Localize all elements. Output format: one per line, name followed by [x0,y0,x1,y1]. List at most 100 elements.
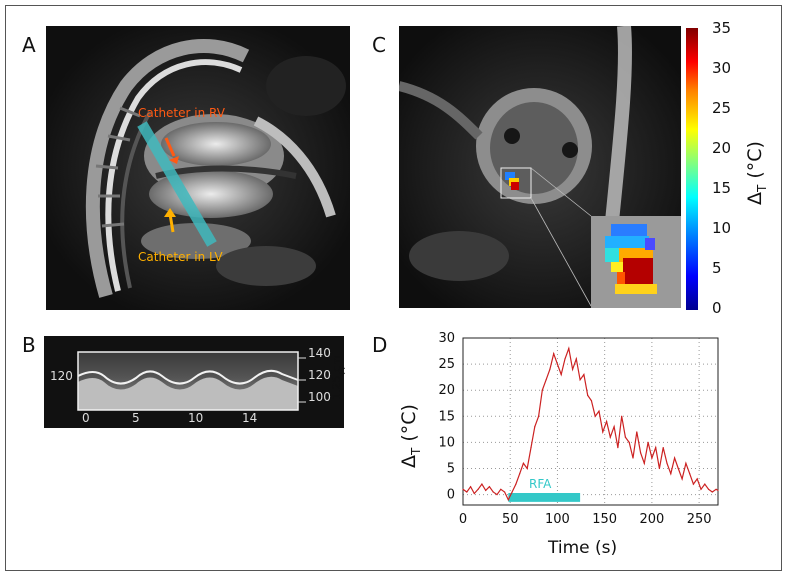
data-point [473,492,475,495]
y-tick-label: 20 [438,383,455,398]
colorbar-axis-label: ΔT (°C) [744,141,769,205]
colorbar-tick-10: 10 [712,219,732,237]
temperature-chart: 0 50 100 150 200 250 0 5 10 15 20 25 30 RFA [438,331,719,527]
data-point [689,473,691,475]
data-point [605,420,608,423]
panel-c-thermometry-image [399,26,681,308]
data-point [685,462,687,464]
data-point [462,488,464,490]
y-tick-label: 5 [447,461,455,476]
data-point [704,483,706,485]
data-point [503,491,506,493]
data-point [602,431,604,433]
chart-ylabel-delta: Δ [398,455,420,468]
colorbar-tick-35: 35 [712,19,732,37]
mmode-right-tick-100: 100 [308,390,331,404]
data-point [692,483,695,485]
scale-arrow-icon: ↕ [336,364,348,380]
data-point [466,491,468,493]
panel-b-mmode-image [44,336,344,428]
series-line [462,346,719,502]
catheter-rv-annotation: Catheter in RV [138,106,225,120]
mmode-right-tick-120: 120 [308,368,331,382]
mmode-left-value: 120 [50,369,73,383]
data-point [583,373,585,376]
colorbar-tick-20: 20 [712,139,732,157]
data-point [492,491,494,493]
colorbar-tick-25: 25 [712,99,732,117]
data-point [670,473,672,475]
data-point [662,446,664,449]
x-tick-label: 0 [459,512,467,527]
y-tick-label: 25 [438,357,455,372]
colorbar-tick-15: 15 [712,179,732,197]
x-tick-label: 250 [687,512,712,527]
data-point [711,491,713,493]
rfa-label: RFA [529,477,552,491]
y-tick-label: 30 [438,331,455,346]
data-point [700,488,702,490]
mmode-tick-0: 0 [82,411,90,425]
x-tick-label: 100 [545,512,570,527]
chart-xlabel: Time (s) [548,538,618,558]
data-point [647,441,649,443]
x-tick-label: 150 [592,512,617,527]
data-point [621,415,623,417]
plot-frame [462,337,719,506]
data-point [658,467,661,470]
data-point [632,457,634,459]
panel-c-label: C [372,33,386,57]
data-point [519,473,521,475]
data-point [673,457,676,459]
data-point [481,483,483,485]
data-point [553,353,555,355]
mmode-tick-14: 14 [242,411,258,425]
mmode-tick-5: 5 [132,411,140,425]
data-point [537,415,540,417]
data-point [522,462,525,464]
data-point [617,446,619,449]
mmode-right-tick-140: 140 [308,346,331,360]
figure-frame [5,5,782,571]
data-point [485,489,487,491]
data-point [560,373,562,376]
data-point [496,493,498,496]
rfa-bar [508,492,581,502]
data-point [594,415,596,417]
data-point [530,446,532,449]
data-point [564,358,566,360]
x-tick-label: 50 [502,512,519,527]
panel-d-label: D [372,333,388,357]
data-point [677,467,679,470]
data-point [613,426,615,428]
data-point [609,436,611,438]
data-point [549,368,551,370]
data-point [681,478,683,480]
data-point [717,489,719,491]
colorbar-tick-0: 0 [712,299,722,317]
data-point [628,441,630,443]
colorbar-label-unit: (°C) [744,141,766,185]
y-tick-label: 15 [438,409,455,424]
data-point [477,488,479,490]
scale-label: 1.25 cm [330,355,343,400]
data-point [624,436,627,438]
colorbar-tick-5: 5 [712,259,722,277]
data-point [526,467,528,470]
panel-b-label: B [22,333,36,357]
data-point [639,452,642,454]
panel-a-label: A [22,33,36,57]
data-point [507,499,509,501]
catheter-lv-annotation: Catheter in LV [138,250,223,264]
colorbar [686,28,698,310]
colorbar-label-delta: Δ [744,192,766,205]
y-tick-label: 10 [438,435,455,450]
data-point [598,410,600,412]
data-point [590,400,593,402]
data-point [579,379,581,381]
data-point [469,486,472,488]
data-point [534,426,536,428]
data-point [571,368,574,370]
data-point [568,347,570,350]
chart-ylabel-unit: (°C) [398,404,420,448]
